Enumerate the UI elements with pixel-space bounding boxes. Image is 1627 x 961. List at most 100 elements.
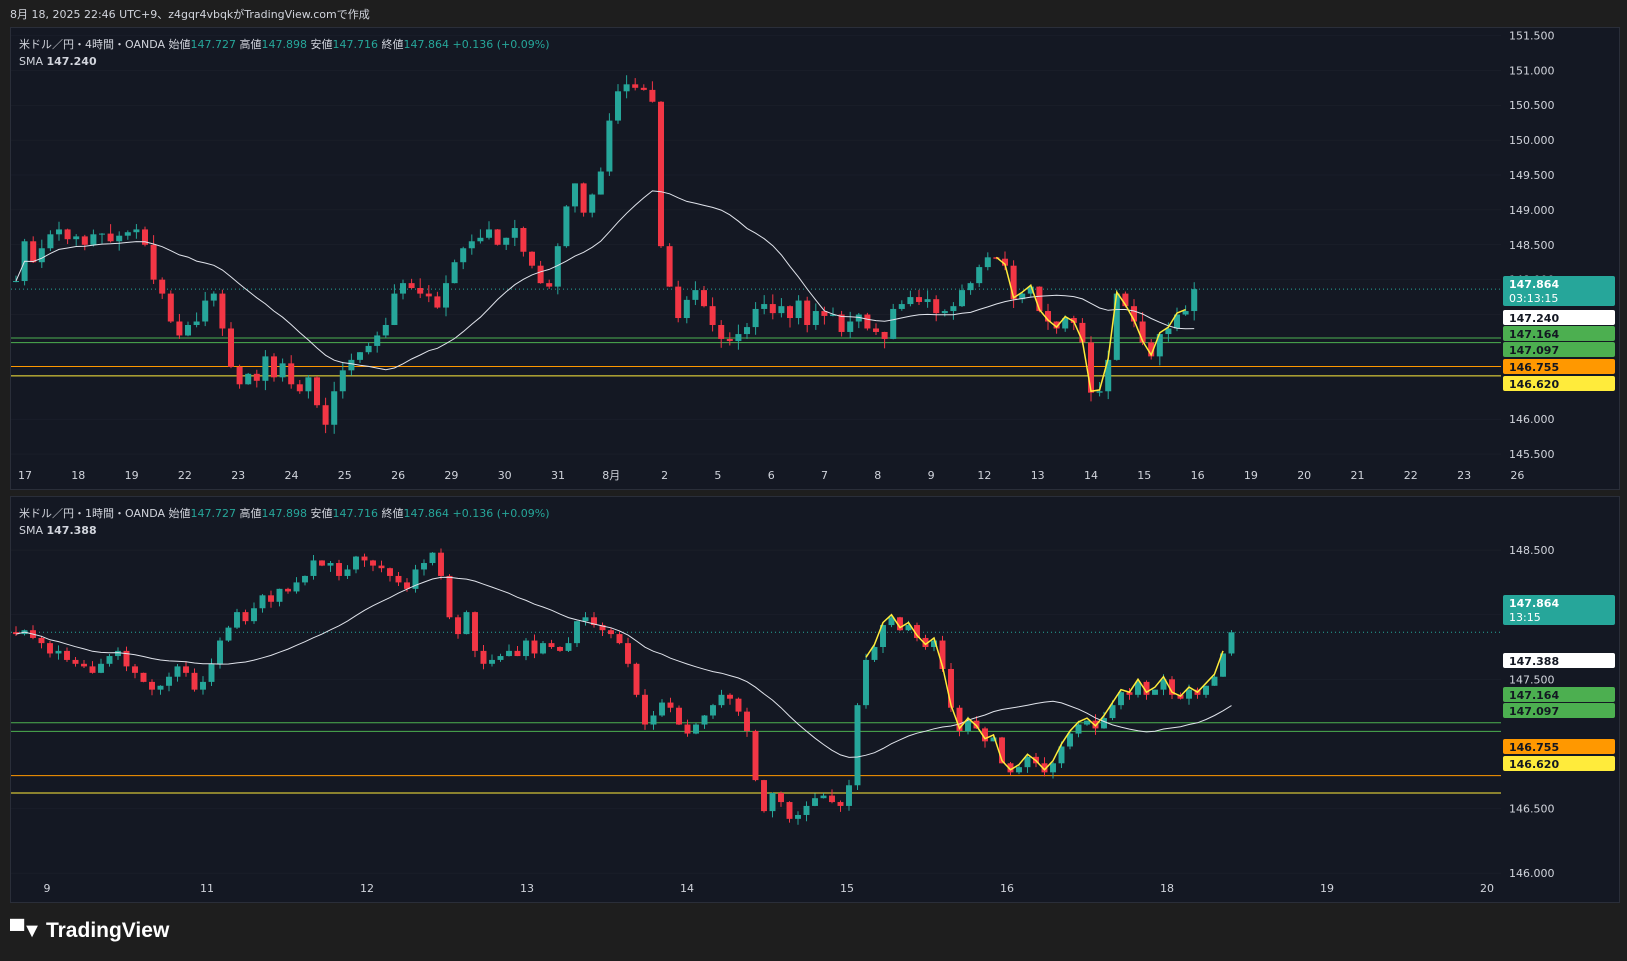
price-label: 147.164 [1509, 689, 1559, 702]
candle-body [642, 694, 648, 725]
candle-body [30, 241, 37, 263]
candle-body [313, 377, 321, 406]
x-tick-label: 8 [874, 469, 881, 482]
candle-body [503, 237, 510, 245]
x-tick-label: 23 [231, 469, 245, 482]
candle-body [1211, 676, 1218, 686]
candle-body [599, 625, 606, 631]
x-tick-label: 19 [125, 469, 139, 482]
candle-body [1186, 689, 1192, 699]
countdown-label: 03:13:15 [1509, 292, 1558, 305]
candle-body [1139, 321, 1146, 343]
candle-body [245, 373, 252, 385]
candle-body [463, 612, 470, 635]
legend-sma-value: 147.388 [46, 524, 97, 537]
y-tick-label: 149.000 [1509, 204, 1555, 217]
candle-body [442, 283, 450, 308]
candle-body [881, 331, 888, 339]
candle-body [880, 625, 886, 648]
candle-body [666, 246, 673, 287]
price-label-box [1503, 326, 1615, 341]
candle-body [950, 306, 957, 312]
x-tick-label: 21 [1351, 469, 1365, 482]
x-tick-label: 5 [714, 469, 721, 482]
candle-body [1058, 746, 1065, 764]
candle-body [288, 363, 295, 385]
chart-svg-1h[interactable]: 148.500148.000147.500146.500146.00091112… [11, 497, 1619, 902]
x-tick-label: 15 [1137, 469, 1151, 482]
candle-body [38, 637, 45, 644]
price-label: 147.864 [1509, 278, 1559, 291]
candle-body [262, 356, 269, 381]
candle-body [64, 650, 70, 660]
legend-high: 147.898 [261, 507, 308, 520]
candle-body [812, 798, 818, 806]
candle-body [208, 663, 215, 682]
candle-body [1101, 718, 1107, 729]
candle-body [1087, 342, 1095, 393]
x-tick-label: 31 [551, 469, 565, 482]
chart-panel-1h[interactable]: 米ドル／円・1時間・OANDA 始値147.727 高値147.898 安値14… [10, 496, 1620, 903]
candle-body [914, 625, 920, 638]
candle-body [115, 650, 121, 657]
tradingview-logo[interactable]: ▀▼ TradingView [10, 919, 169, 943]
price-label: 147.164 [1509, 328, 1559, 341]
candle-body [296, 384, 303, 392]
candle-body [511, 228, 518, 238]
candle-body [336, 563, 342, 576]
candle-body [922, 637, 929, 648]
candle-body [837, 802, 844, 806]
candle-body [967, 283, 974, 291]
legend-1h: 米ドル／円・1時間・OANDA 始値147.727 高値147.898 安値14… [19, 505, 549, 539]
candle-body [200, 681, 206, 690]
candle-body [107, 233, 114, 242]
candle-body [353, 556, 359, 570]
x-tick-label: 16 [1000, 882, 1014, 895]
candle-body [166, 676, 172, 686]
x-tick-label: 6 [768, 469, 775, 482]
candle-body [1079, 322, 1086, 343]
chart-panel-4h[interactable]: 米ドル／円・4時間・OANDA 始値147.727 高値147.898 安値14… [10, 27, 1620, 490]
candle-body [480, 650, 487, 664]
candle-body [1220, 653, 1226, 677]
candle-body [956, 707, 963, 731]
candle-body [1156, 334, 1163, 357]
tradingview-logo-icon: ▀▼ [10, 919, 42, 942]
price-label-box [1503, 376, 1615, 391]
candle-body [1019, 293, 1026, 300]
candle-body [374, 335, 381, 346]
candle-body [710, 705, 716, 716]
candle-body [133, 229, 140, 233]
candle-body [821, 311, 828, 316]
candle-body [404, 582, 410, 589]
candle-body [81, 663, 87, 667]
candle-body [468, 241, 475, 249]
chart-svg-4h[interactable]: 151.500 151.000 150.500 150.000 149.500 149.0… [11, 28, 1619, 489]
candle-body [13, 632, 19, 635]
candle-body [73, 236, 80, 240]
x-tick-label: 19 [1244, 469, 1258, 482]
candle-body [1169, 679, 1175, 695]
candle-body [217, 640, 223, 664]
x-tick-label: 11 [200, 882, 214, 895]
candle-body [391, 293, 398, 325]
candle-body [786, 306, 794, 319]
candle-body [982, 728, 988, 742]
candle-body [528, 251, 536, 266]
candle-body [1001, 258, 1009, 266]
price-label: 147.240 [1509, 312, 1559, 325]
candle-body [546, 283, 553, 287]
sma-line [15, 576, 1232, 758]
candle-body [616, 634, 623, 644]
x-tick-label: 24 [285, 469, 299, 482]
candle-body [924, 299, 931, 302]
candle-body [548, 643, 555, 648]
candle-body [293, 582, 300, 592]
candle-body [803, 805, 810, 815]
price-label-box [1503, 595, 1615, 625]
x-tick-label: 20 [1480, 882, 1494, 895]
x-tick-label: 13 [1031, 469, 1045, 482]
x-tick-label: 14 [1084, 469, 1098, 482]
candle-body [769, 793, 776, 812]
candle-body [727, 694, 733, 699]
